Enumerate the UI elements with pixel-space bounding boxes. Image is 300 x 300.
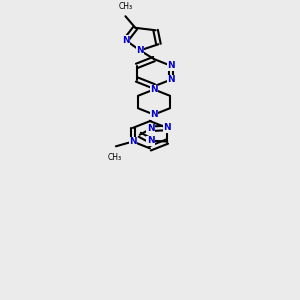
Text: N: N [147,124,154,133]
Text: CH₃: CH₃ [118,2,133,11]
Text: N: N [122,36,130,45]
Text: N: N [136,46,144,55]
Text: N: N [147,136,154,145]
Text: N: N [167,75,175,84]
Text: N: N [167,61,175,70]
Text: N: N [150,85,158,94]
Text: CH₃: CH₃ [107,153,121,162]
Text: N: N [164,123,171,132]
Text: N: N [150,110,158,119]
Text: N: N [129,137,136,146]
